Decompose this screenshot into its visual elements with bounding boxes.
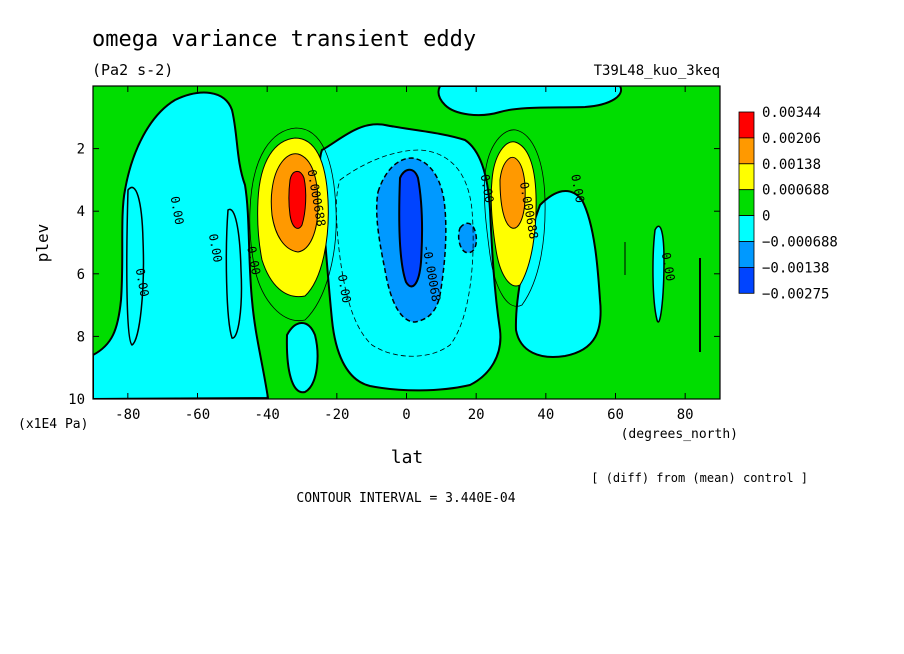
contour-label: 0.00 bbox=[168, 195, 187, 226]
cyan-region-east-line bbox=[652, 225, 665, 323]
deep-blue-core bbox=[398, 168, 423, 288]
negative-regions bbox=[93, 86, 665, 399]
colorbar-swatch bbox=[738, 266, 755, 294]
x-tick-label: -20 bbox=[324, 407, 349, 423]
y-tick-label: 8 bbox=[77, 329, 85, 345]
run-label: T39L48_kuo_3keq bbox=[594, 63, 720, 79]
contour-line-right-outer bbox=[483, 129, 546, 307]
cyan-region-tall-strip bbox=[225, 208, 243, 339]
colorbar-swatch bbox=[738, 241, 755, 268]
cyan-region-top bbox=[437, 86, 623, 117]
contour-label: 0.00 bbox=[568, 173, 587, 204]
x-tick-label: 60 bbox=[607, 407, 624, 423]
y-tick-label: 10 bbox=[68, 392, 85, 408]
orange-region-right bbox=[499, 156, 526, 229]
colorbar-label: −0.000688 bbox=[762, 235, 838, 251]
colorbar-label: −0.00138 bbox=[762, 260, 829, 276]
y-tick-label: 2 bbox=[77, 142, 85, 158]
contour-field bbox=[93, 86, 720, 399]
positive-max-left bbox=[257, 137, 329, 298]
x-axis: -80 -60 -40 -20 0 20 40 60 80 bbox=[115, 86, 694, 423]
chart-units-subtitle: (Pa2 s-2) bbox=[92, 61, 173, 79]
colorbar-label: 0.00206 bbox=[762, 131, 821, 147]
colorbar-label: 0 bbox=[762, 209, 770, 225]
y-axis-title: plev bbox=[33, 224, 52, 263]
contour-interval-note: CONTOUR INTERVAL = 3.440E-04 bbox=[296, 491, 515, 506]
y-units-label: (x1E4 Pa) bbox=[18, 417, 88, 432]
colorbar-label: 0.000688 bbox=[762, 183, 829, 199]
positive-max-right bbox=[490, 141, 537, 287]
x-tick-label: -80 bbox=[115, 407, 140, 423]
contour-label: 0.00 bbox=[206, 233, 225, 264]
colorbar-swatch bbox=[738, 215, 755, 242]
zero-contours bbox=[624, 242, 701, 352]
colorbar-label: 0.00344 bbox=[762, 105, 821, 121]
colorbar-label: 0.00138 bbox=[762, 157, 821, 173]
x-tick-label: 40 bbox=[537, 407, 554, 423]
contour-line-left-outer bbox=[249, 127, 337, 322]
y-tick-label: 6 bbox=[77, 267, 85, 283]
x-tick-label: -40 bbox=[255, 407, 280, 423]
colorbar: 0.00344 0.00206 0.00138 0.000688 0 −0.000688 −… bbox=[738, 105, 838, 302]
contour-lines bbox=[249, 127, 546, 357]
cyan-region-low bbox=[285, 322, 319, 394]
diff-note: [ (diff) from (mean) control ] bbox=[591, 471, 808, 485]
red-core-left bbox=[288, 171, 307, 229]
cyan-region-north bbox=[514, 190, 602, 358]
contour-label: 0.00 bbox=[133, 267, 152, 298]
chart-title: omega variance transient eddy bbox=[92, 27, 476, 52]
cyan-region-west-strip bbox=[126, 186, 145, 346]
x-tick-label: -60 bbox=[185, 407, 210, 423]
y-tick-label: 4 bbox=[77, 204, 85, 220]
contour-label: 0.00 bbox=[244, 245, 263, 276]
x-units-label: (degrees_north) bbox=[621, 427, 738, 442]
contour-label: 0.00 bbox=[335, 273, 354, 304]
x-tick-label: 0 bbox=[402, 407, 410, 423]
colorbar-swatch bbox=[738, 137, 755, 165]
colorbar-swatch bbox=[738, 111, 755, 139]
negative-core bbox=[375, 157, 478, 323]
x-tick-label: 80 bbox=[677, 407, 694, 423]
colorbar-swatch bbox=[738, 189, 755, 216]
colorbar-swatch bbox=[738, 163, 755, 191]
contour-label: 0.00 bbox=[659, 251, 678, 282]
colorbar-label: −0.00275 bbox=[762, 286, 829, 302]
contour-label: 0.00 bbox=[478, 173, 497, 204]
x-tick-label: 20 bbox=[468, 407, 485, 423]
y-axis: 2 4 6 8 10 bbox=[68, 142, 720, 408]
x-axis-title: lat bbox=[391, 447, 424, 468]
medium-blue-side bbox=[457, 222, 478, 254]
